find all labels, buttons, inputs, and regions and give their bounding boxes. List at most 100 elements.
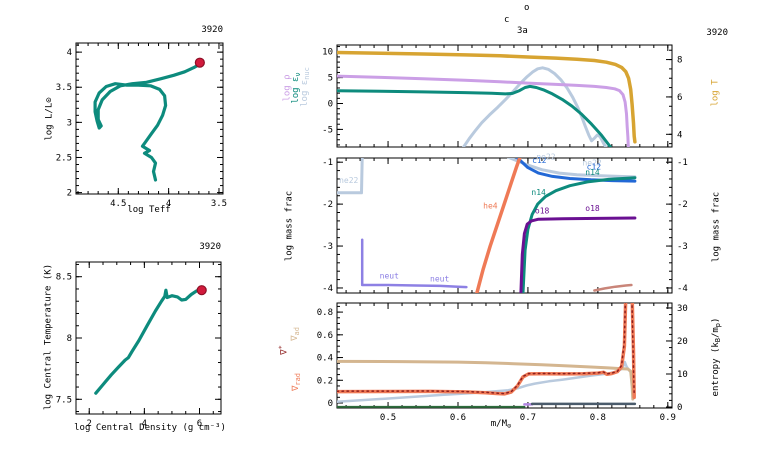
tick-label: 4 xyxy=(142,419,147,429)
tc-ylabel: log Central Temperature (K) xyxy=(43,263,54,411)
series-n14 xyxy=(521,176,637,293)
tick-label: 6 xyxy=(197,419,202,429)
series-neut xyxy=(360,238,468,289)
mass-xlabel: m/M⊙ xyxy=(491,420,511,430)
entropy-label-p3: ) xyxy=(711,317,721,323)
tick-label: 0.9 xyxy=(660,413,676,423)
entropy-label-p1: entropy (k xyxy=(711,342,721,397)
model-marker xyxy=(196,285,207,296)
grad-ad-sub: ad xyxy=(293,327,301,336)
tick-label: 8 xyxy=(67,334,72,344)
tc-xlabel: log Central Density (g cm⁻³) xyxy=(74,423,226,433)
model-marker xyxy=(194,57,205,68)
grad-ad-base: ∇ xyxy=(290,335,300,341)
tick-label: -5 xyxy=(322,125,333,135)
tick-label: 0.6 xyxy=(317,331,333,341)
line-label-neut: neut xyxy=(380,272,399,281)
entropy-label-s2: p xyxy=(714,322,722,328)
tick-label: 0 xyxy=(677,403,682,413)
hr-panel-title: 3920 xyxy=(201,25,223,35)
series-grad-rad xyxy=(337,303,636,400)
tick-label: 4 xyxy=(166,199,171,209)
line-label-n14: n14 xyxy=(531,188,546,197)
tick-label: 4.5 xyxy=(110,199,126,209)
tick-label: 6 xyxy=(677,93,682,103)
burn-label-c: c xyxy=(504,15,510,25)
grad-ad-label: ∇ad xyxy=(290,327,301,341)
hr-xlabel: log Teff xyxy=(127,205,171,215)
tick-label: 10 xyxy=(322,48,333,58)
profile-summary-frame xyxy=(336,44,673,148)
burn-label-o: o xyxy=(524,3,530,13)
log-eps-nuc-base: log ε xyxy=(300,79,310,107)
series-ne22 xyxy=(337,158,364,195)
tick-label: -1 xyxy=(677,158,688,168)
grad-rad-base: ∇ xyxy=(291,385,301,392)
tick-label: 0.6 xyxy=(450,413,466,423)
tick-label: -4 xyxy=(677,284,688,294)
series-entropy xyxy=(337,360,634,403)
grid-panel-title: 3920 xyxy=(706,28,728,38)
series-o18 xyxy=(519,216,637,293)
tick-label: -3 xyxy=(322,242,333,252)
tick-label: 20 xyxy=(677,337,688,347)
line-label-ne22: ne22 xyxy=(339,176,358,185)
tick-label: -2 xyxy=(322,200,333,210)
line-label-c12: c12 xyxy=(532,156,547,165)
grad-star-base: ∇ xyxy=(279,349,290,355)
line-label-c12: c12 xyxy=(587,163,602,172)
tick-label: 2 xyxy=(67,189,72,199)
tick-label: 0.7 xyxy=(520,413,536,423)
entropy-label-p2: /m xyxy=(711,327,721,339)
series-ne22 xyxy=(507,158,637,179)
log-eps-nuc-sub: nuc xyxy=(303,67,311,80)
grad-rad-label: ∇rad xyxy=(291,372,302,392)
tick-label: 0.2 xyxy=(317,376,333,386)
burn-label-3a: 3a xyxy=(517,26,528,36)
series-evolution-track xyxy=(93,61,202,182)
tick-label: 4 xyxy=(677,130,682,140)
tick-label: -3 xyxy=(677,242,688,252)
entropy-label: entropy (kB/mp) xyxy=(711,317,722,397)
tick-label: 0.5 xyxy=(380,413,396,423)
tick-label: 0.8 xyxy=(317,308,333,318)
series-log-T xyxy=(337,50,637,144)
log-T-label: log T xyxy=(710,79,721,107)
series-central-track xyxy=(94,288,204,395)
gradients-frame xyxy=(336,302,673,409)
tick-label: -2 xyxy=(677,200,688,210)
line-label-n14: n14 xyxy=(585,168,600,177)
tick-label: 8 xyxy=(677,56,682,66)
tick-label: 3 xyxy=(67,118,72,128)
tick-label: 7.5 xyxy=(56,395,72,405)
grad-star-label: ∇* xyxy=(277,345,290,355)
grad-rad-sub: rad xyxy=(294,372,302,386)
tick-label: 8.5 xyxy=(56,273,72,283)
tick-label: 2 xyxy=(87,419,92,429)
line-label-neut: neut xyxy=(430,275,449,284)
abundance-frame xyxy=(336,157,673,294)
line-label-ne22: ne22 xyxy=(582,159,601,168)
log-eps-nuc-label: log εnuc xyxy=(300,67,311,107)
series-heavy xyxy=(593,283,633,292)
line-label-o18: o18 xyxy=(585,204,600,213)
line-label-ne22: ne22 xyxy=(536,152,555,161)
tick-label: 10 xyxy=(677,370,688,380)
series-log-rho xyxy=(337,74,630,147)
tick-label: 0 xyxy=(328,100,333,110)
mass-xlabel-base: m/M xyxy=(490,419,508,429)
series-grad-star xyxy=(337,303,635,396)
series-grad-ad xyxy=(337,359,635,401)
line-label-he4: he4 xyxy=(483,201,498,210)
tick-label: 2.5 xyxy=(56,153,72,163)
massfrac-label-right: log mass frac xyxy=(711,191,722,263)
tick-label: 4 xyxy=(67,48,72,58)
tick-label: 30 xyxy=(677,304,688,314)
tick-label: -1 xyxy=(322,158,333,168)
series-log-eps-nuc xyxy=(462,66,608,147)
entropy-label-s1: B xyxy=(714,338,722,343)
tick-label: 5 xyxy=(328,74,333,84)
grad-star-sup: * xyxy=(277,345,286,350)
series-log-eps-nu xyxy=(337,84,612,147)
tick-label: 3.5 xyxy=(211,199,227,209)
